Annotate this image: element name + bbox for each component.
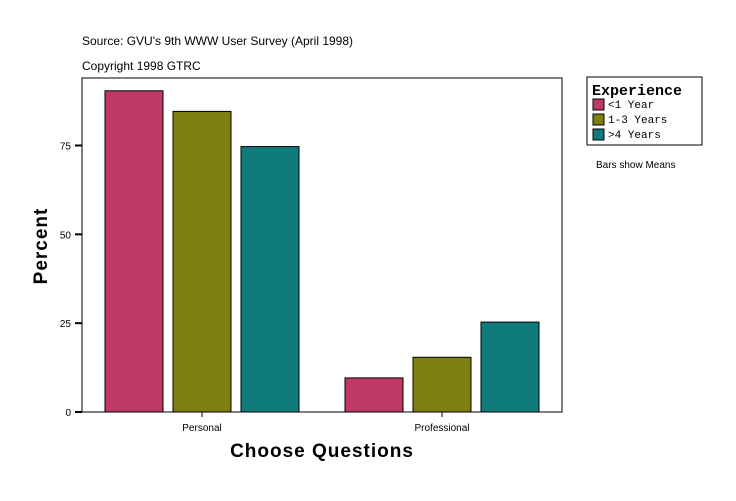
legend-label-2: >4 Years [608, 130, 661, 142]
legend-swatch-2 [592, 128, 605, 141]
legend: Experience <1 Year 1-3 Years >4 Years [586, 76, 703, 146]
legend-label-0: <1 Year [608, 100, 654, 112]
y-tick-label: 0 [65, 408, 71, 419]
y-axis-label: Percent [31, 208, 52, 285]
x-tick-label: Personal [182, 423, 221, 434]
bar-personal-2 [240, 146, 300, 413]
x-tick-label: Professional [414, 423, 469, 434]
bar-professional-0 [344, 377, 404, 413]
y-tick-label: 25 [60, 319, 72, 330]
chart-subtitle: Copyright 1998 GTRC [82, 59, 201, 73]
y-tick-label: 75 [60, 142, 72, 153]
bar-professional-1 [412, 356, 472, 413]
y-tick-label: 50 [60, 230, 72, 241]
legend-swatch-1 [592, 113, 605, 126]
bar-professional-2 [480, 321, 540, 413]
x-axis-label: Choose Questions [230, 441, 414, 462]
bar-personal-0 [104, 90, 164, 413]
legend-label-1: 1-3 Years [608, 115, 667, 127]
chart-title: Source: GVU's 9th WWW User Survey (April… [82, 34, 353, 48]
bar-personal-1 [172, 110, 232, 413]
legend-box [586, 76, 703, 146]
bars-note: Bars show Means [596, 160, 675, 171]
legend-title: Experience [592, 83, 682, 100]
legend-swatch-0 [592, 98, 605, 111]
